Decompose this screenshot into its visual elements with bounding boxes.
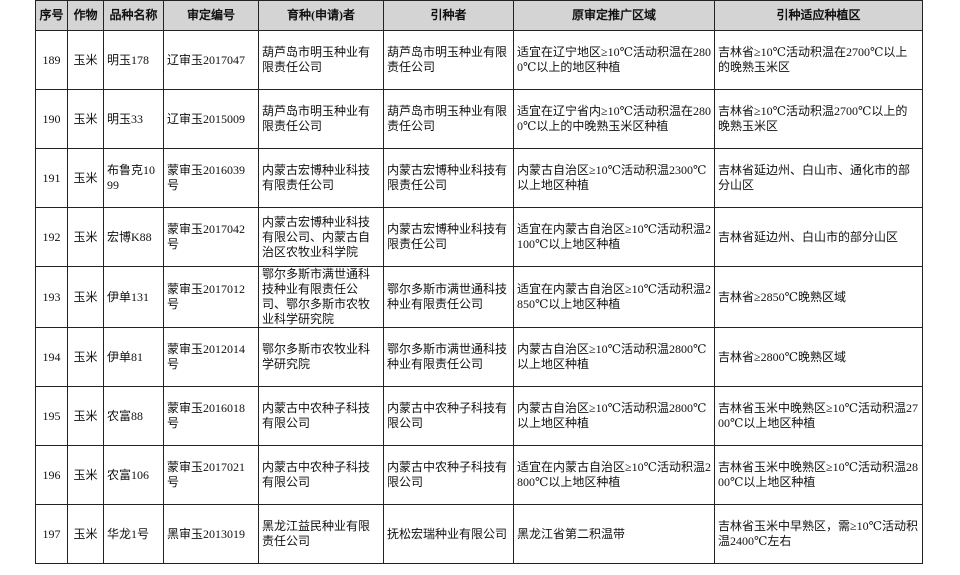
table-cell: 吉林省≥10℃活动积温2700℃以上的晚熟玉米区 [714,89,923,149]
table-cell: 190 [35,89,68,149]
table-cell: 辽审玉2017047 [163,30,259,90]
table-cell: 195 [35,386,68,446]
table-cell: 内蒙古中农种子科技有限公司 [258,445,384,505]
table-cell: 蒙审玉2017012号 [163,266,259,328]
table-cell: 内蒙古宏博种业科技有限责任公司 [258,148,384,208]
header-cell: 审定编号 [163,0,259,31]
table-cell: 191 [35,148,68,208]
table-cell: 玉米 [67,148,104,208]
table-cell: 蒙审玉2016018号 [163,386,259,446]
table-cell: 197 [35,504,68,564]
variety-table: 序号 作物 品种名称 审定编号 育种(申请)者 引种者 原审定推广区域 引种适应种植区 189… [35,0,923,564]
table-cell: 适宜在内蒙古自治区≥10℃活动积温2850℃以上地区种植 [513,266,715,328]
table-cell: 玉米 [67,30,104,90]
table-cell: 内蒙古中农种子科技有限公司 [383,386,514,446]
table-cell: 内蒙古宏博种业科技有限公司、内蒙古自治区农牧业科学院 [258,207,384,267]
table-cell: 葫芦岛市明玉种业有限责任公司 [383,89,514,149]
header-cell: 引种适应种植区 [714,0,923,31]
table-cell: 蒙审玉2016039号 [163,148,259,208]
table-cell: 吉林省延边州、白山市、通化市的部分山区 [714,148,923,208]
table-cell: 194 [35,327,68,387]
table-cell: 193 [35,266,68,328]
table-row: 194 玉米 伊单81 蒙审玉2012014号 鄂尔多斯市农牧业科学研究院 鄂尔多斯市满世… [35,327,923,387]
table-row: 197 玉米 华龙1号 黑审玉2013019 黑龙江益民种业有限责任公司 抚松宏瑞种业有限… [35,504,923,564]
table-cell: 黑龙江省第二积温带 [513,504,715,564]
table-cell: 伊单81 [103,327,164,387]
table-cell: 适宜在内蒙古自治区≥10℃活动积温2100℃以上地区种植 [513,207,715,267]
table-cell: 蒙审玉2017021号 [163,445,259,505]
table-cell: 玉米 [67,386,104,446]
table-cell: 内蒙古中农种子科技有限公司 [383,445,514,505]
table-cell: 吉林省延边州、白山市的部分山区 [714,207,923,267]
table-cell: 适宜在辽宁地区≥10℃活动积温在2800℃以上的地区种植 [513,30,715,90]
table-cell: 玉米 [67,504,104,564]
table-cell: 196 [35,445,68,505]
table-cell: 吉林省玉米中晚熟区≥10℃活动积温2700℃以上地区种植 [714,386,923,446]
header-cell: 序号 [35,0,68,31]
header-cell: 作物 [67,0,104,31]
table-row: 192 玉米 宏博K88 蒙审玉2017042号 内蒙古宏博种业科技有限公司、内蒙古自治… [35,207,923,267]
table-cell: 适宜在内蒙古自治区≥10℃活动积温2800℃以上地区种植 [513,445,715,505]
table-row: 195 玉米 农富88 蒙审玉2016018号 内蒙古中农种子科技有限公司 内蒙古中农种子… [35,386,923,446]
table-cell: 黑龙江益民种业有限责任公司 [258,504,384,564]
table-row: 190 玉米 明玉33 辽审玉2015009 葫芦岛市明玉种业有限责任公司 葫芦岛市明玉种… [35,89,923,149]
table-cell: 辽审玉2015009 [163,89,259,149]
table-cell: 蒙审玉2017042号 [163,207,259,267]
table-row: 191 玉米 布鲁克1099 蒙审玉2016039号 内蒙古宏博种业科技有限责任公司 内蒙… [35,148,923,208]
table-cell: 内蒙古宏博种业科技有限责任公司 [383,148,514,208]
table-cell: 吉林省≥10℃活动积温在2700℃以上的晚熟玉米区 [714,30,923,90]
table-cell: 玉米 [67,327,104,387]
header-cell: 引种者 [383,0,514,31]
table-cell: 鄂尔多斯市满世通科技种业有限责任公司、鄂尔多斯市农牧业科学研究院 [258,266,384,328]
table-cell: 鄂尔多斯市农牧业科学研究院 [258,327,384,387]
table-cell: 玉米 [67,89,104,149]
table-cell: 内蒙古自治区≥10℃活动积温2800℃以上地区种植 [513,386,715,446]
table-cell: 192 [35,207,68,267]
header-row: 序号 作物 品种名称 审定编号 育种(申请)者 引种者 原审定推广区域 引种适应种植区 [35,0,923,31]
table-cell: 明玉178 [103,30,164,90]
table-cell: 吉林省玉米中早熟区，需≥10℃活动积温2400℃左右 [714,504,923,564]
table-row: 193 玉米 伊单131 蒙审玉2017012号 鄂尔多斯市满世通科技种业有限责任公司、… [35,266,923,328]
header-cell: 原审定推广区域 [513,0,715,31]
header-cell: 育种(申请)者 [258,0,384,31]
table-cell: 葫芦岛市明玉种业有限责任公司 [383,30,514,90]
table-cell: 葫芦岛市明玉种业有限责任公司 [258,30,384,90]
table-cell: 内蒙古宏博种业科技有限责任公司 [383,207,514,267]
table-cell: 189 [35,30,68,90]
table-cell: 抚松宏瑞种业有限公司 [383,504,514,564]
header-cell: 品种名称 [103,0,164,31]
table-cell: 内蒙古自治区≥10℃活动积温2300℃以上地区种植 [513,148,715,208]
table-cell: 黑审玉2013019 [163,504,259,564]
table-cell: 华龙1号 [103,504,164,564]
table-cell: 葫芦岛市明玉种业有限责任公司 [258,89,384,149]
table-cell: 明玉33 [103,89,164,149]
table-cell: 宏博K88 [103,207,164,267]
table-row: 196 玉米 农富106 蒙审玉2017021号 内蒙古中农种子科技有限公司 内蒙古中农种… [35,445,923,505]
table-cell: 玉米 [67,207,104,267]
table-cell: 鄂尔多斯市满世通科技种业有限责任公司 [383,327,514,387]
table-cell: 鄂尔多斯市满世通科技种业有限责任公司 [383,266,514,328]
table-cell: 内蒙古自治区≥10℃活动积温2800℃以上地区种植 [513,327,715,387]
table-row: 189 玉米 明玉178 辽审玉2017047 葫芦岛市明玉种业有限责任公司 葫芦岛市明玉… [35,30,923,90]
table-cell: 农富106 [103,445,164,505]
table-cell: 内蒙古中农种子科技有限公司 [258,386,384,446]
table-body: 189 玉米 明玉178 辽审玉2017047 葫芦岛市明玉种业有限责任公司 葫芦岛市明玉… [35,30,923,564]
table-cell: 伊单131 [103,266,164,328]
table-cell: 吉林省玉米中晚熟区≥10℃活动积温2800℃以上地区种植 [714,445,923,505]
table-cell: 适宜在辽宁省内≥10℃活动积温在2800℃以上的中晚熟玉米区种植 [513,89,715,149]
table-cell: 布鲁克1099 [103,148,164,208]
table-cell: 玉米 [67,445,104,505]
table-cell: 农富88 [103,386,164,446]
table-cell: 玉米 [67,266,104,328]
table-cell: 吉林省≥2800℃晚熟区域 [714,327,923,387]
table-cell: 吉林省≥2850℃晚熟区域 [714,266,923,328]
table-cell: 蒙审玉2012014号 [163,327,259,387]
